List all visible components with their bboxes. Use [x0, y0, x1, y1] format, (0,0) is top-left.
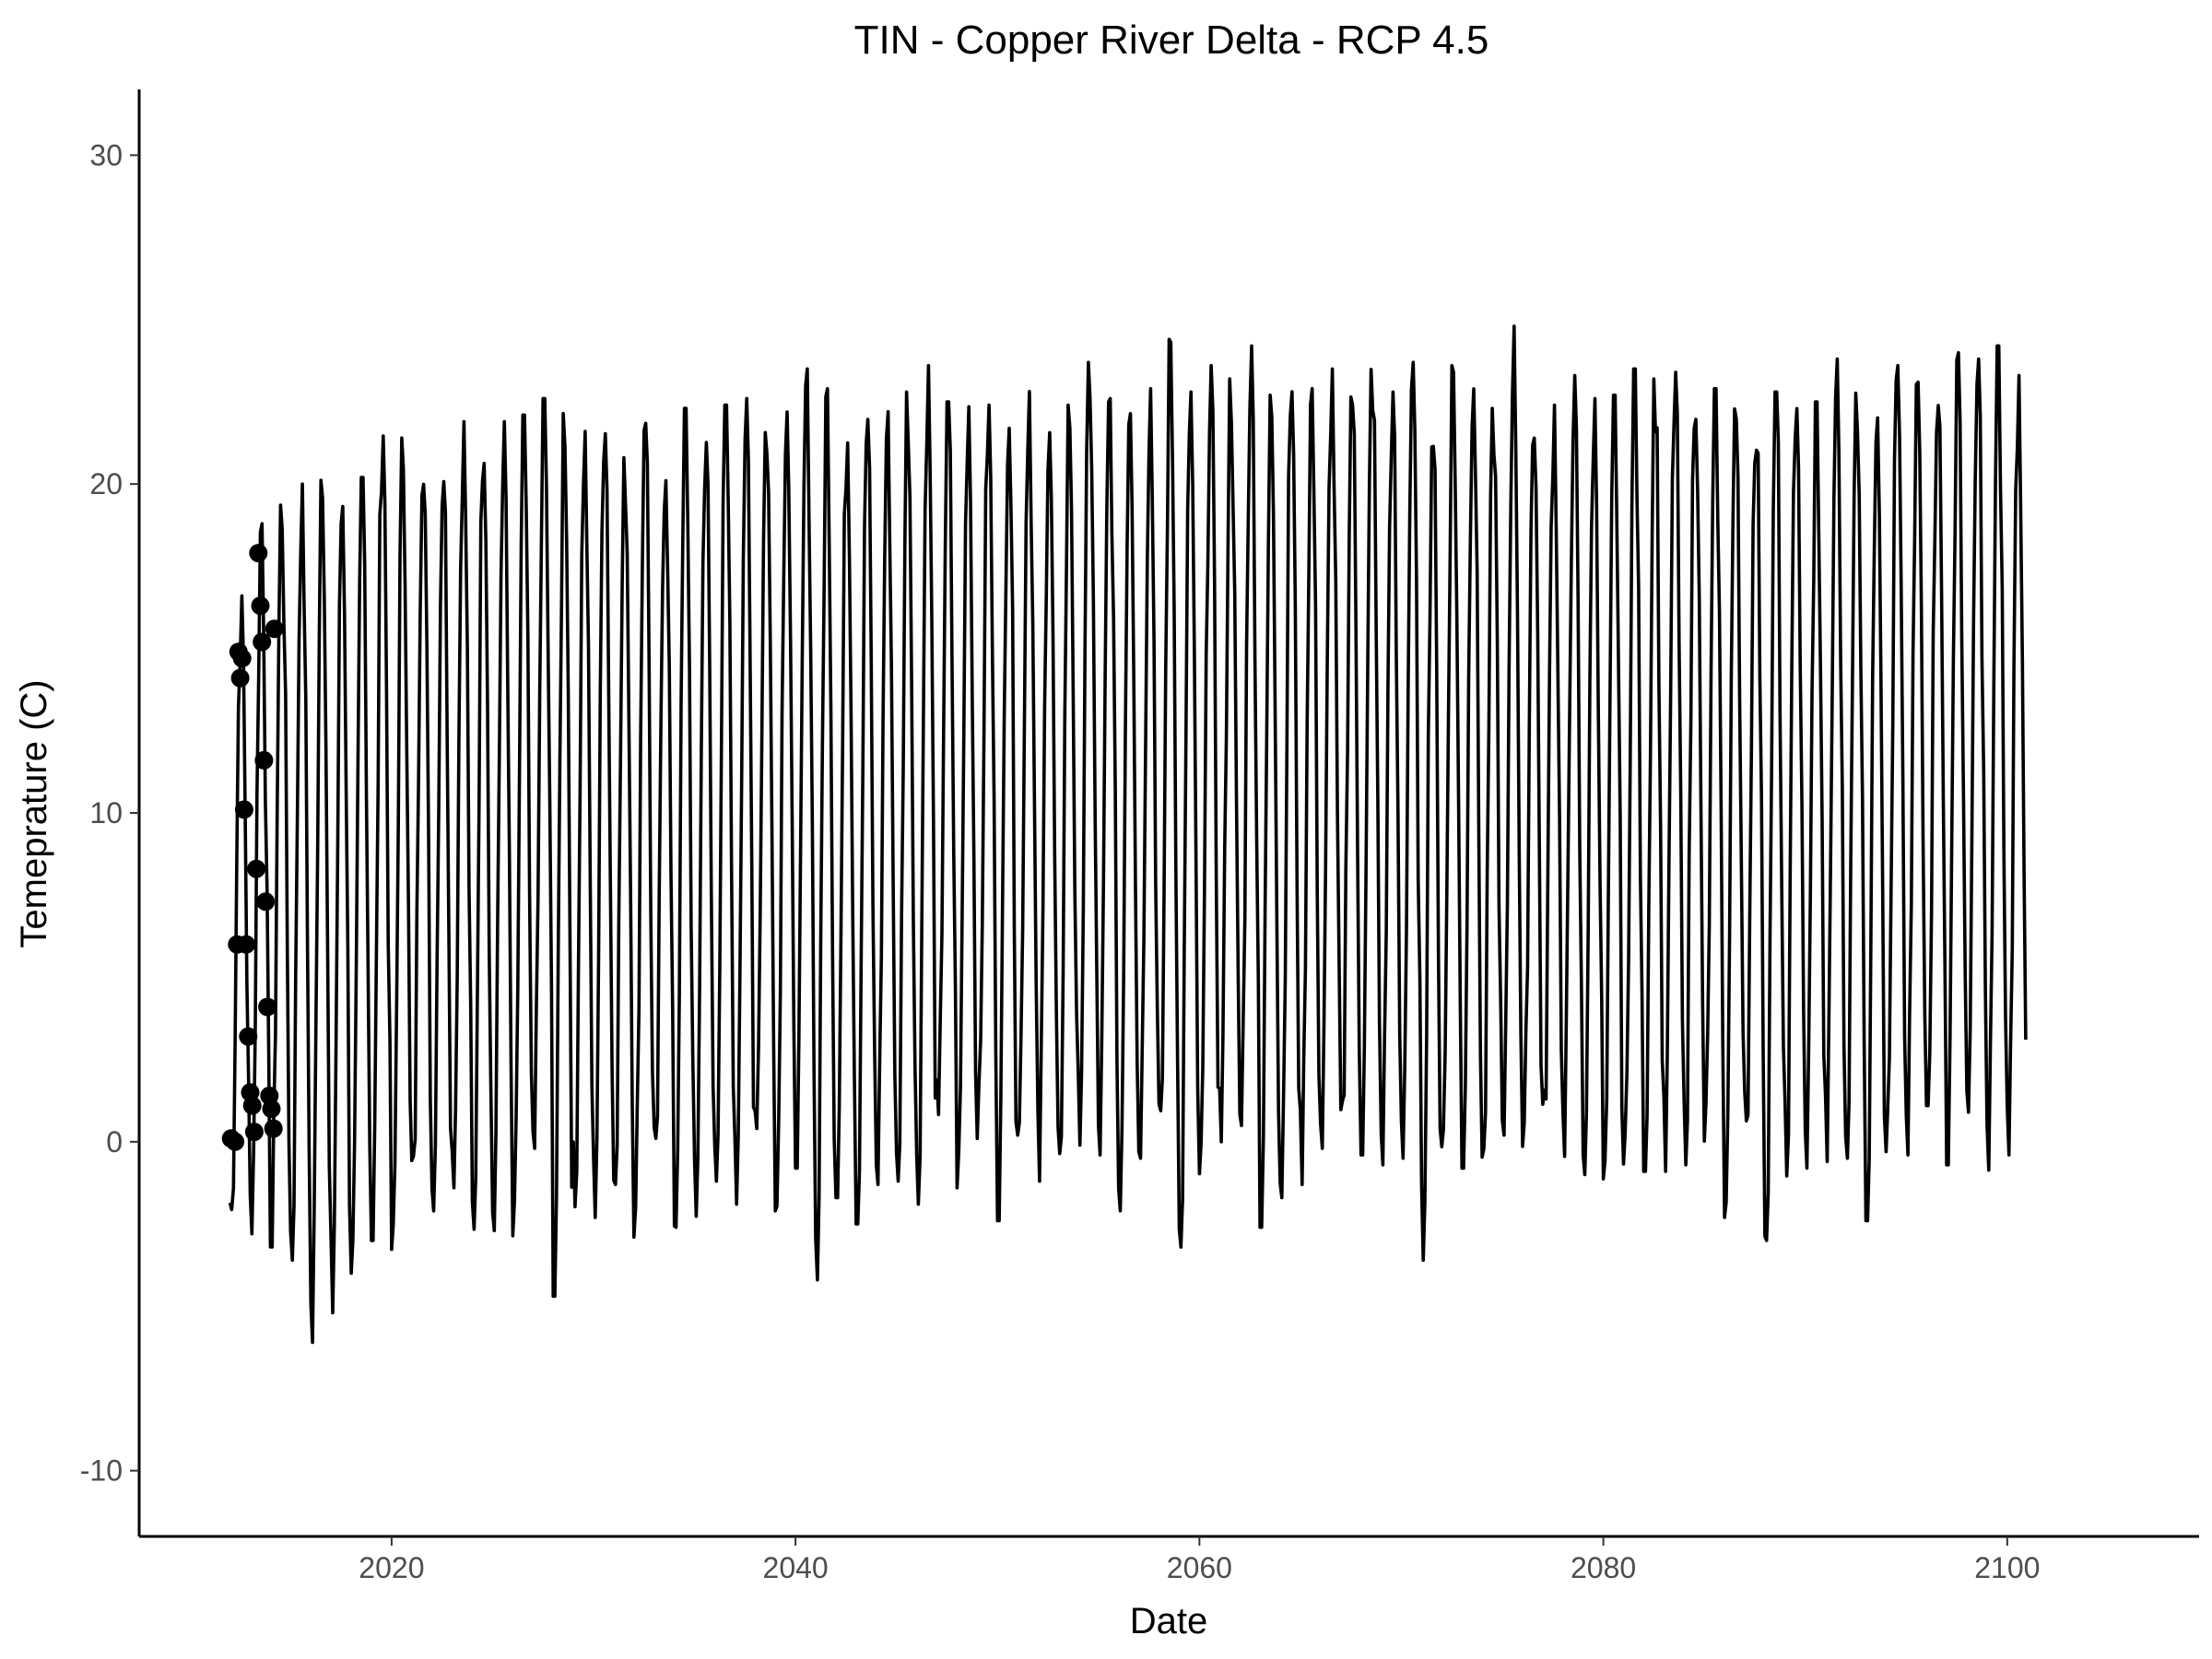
observation-point [234, 800, 253, 819]
plot-area [221, 324, 2028, 1345]
x-tick-label: 2060 [1167, 1551, 1232, 1584]
observation-point [239, 1027, 258, 1046]
y-tick-label: 0 [106, 1125, 123, 1159]
observation-point [242, 1096, 262, 1115]
observation-point [264, 1119, 283, 1138]
y-tick-label: 20 [89, 467, 123, 500]
observation-point [247, 859, 266, 878]
observation-point [251, 596, 270, 616]
y-tick-label: -10 [80, 1454, 123, 1488]
x-tick-label: 2100 [1974, 1551, 2040, 1584]
observation-point [256, 892, 276, 912]
observation-point [262, 1100, 281, 1119]
observation-point [232, 649, 252, 668]
x-tick-label: 2080 [1571, 1551, 1636, 1584]
observation-point [249, 544, 268, 563]
y-tick-label: 10 [89, 796, 123, 830]
tick-group: 2020 2040 2060 2080 2100 -10 0 10 20 30 [80, 138, 2041, 1584]
x-tick-label: 2040 [763, 1551, 829, 1584]
observation-point [244, 1123, 264, 1142]
observation-point [237, 935, 256, 954]
x-axis-label: Date [1130, 1601, 1208, 1641]
y-tick-label: 30 [89, 138, 123, 171]
x-tick-label: 2020 [359, 1551, 424, 1584]
y-axis-label: Temeprature (C) [14, 679, 54, 947]
chart-title: TIN - Copper River Delta - RCP 4.5 [854, 18, 1489, 63]
observation-point [253, 632, 272, 652]
observation-point [254, 750, 274, 770]
observation-point [258, 997, 277, 1017]
observation-point [230, 668, 250, 688]
observation-point [265, 619, 284, 639]
observation-point [226, 1132, 245, 1151]
temperature-series-line [228, 324, 2028, 1345]
